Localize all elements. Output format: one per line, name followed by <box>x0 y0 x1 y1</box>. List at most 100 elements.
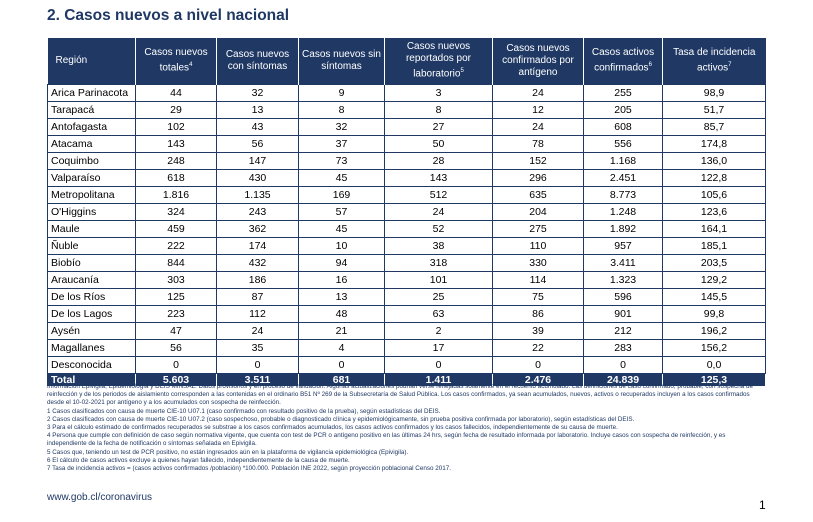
cell: 56 <box>135 339 217 357</box>
total-cell: 125,3 <box>662 373 766 387</box>
cell: 57 <box>298 203 385 221</box>
cell: 102 <box>135 118 217 136</box>
total-cell: 3.511 <box>216 373 299 387</box>
cell: 459 <box>135 220 217 238</box>
cell: 186 <box>216 271 299 289</box>
column-header: Casos nuevos confirmados por antígeno <box>492 38 584 85</box>
table-row: Araucanía 303 186 16 101 114 1.323 129,2 <box>47 271 766 289</box>
cases-table: Región Casos nuevos totales4 Casos nuevos … <box>47 38 766 387</box>
cell: 110 <box>492 237 584 255</box>
cell: 203,5 <box>662 254 766 272</box>
cell: 125 <box>135 288 217 306</box>
cell: 3.411 <box>583 254 663 272</box>
cell: 35 <box>216 339 299 357</box>
table-row: Coquimbo 248 147 73 28 152 1.168 136,0 <box>47 152 766 170</box>
table-row: De los Lagos 223 112 48 63 86 901 99,8 <box>47 305 766 323</box>
cell: 123,6 <box>662 203 766 221</box>
cell: 196,2 <box>662 322 766 340</box>
cell: 174 <box>216 237 299 255</box>
region-cell: Antofagasta <box>47 118 136 136</box>
cell: 28 <box>384 152 493 170</box>
table-row: Biobío 844 432 94 318 330 3.411 203,5 <box>47 254 766 272</box>
cell: 10 <box>298 237 385 255</box>
table-row: Metropolitana 1.816 1.135 169 512 635 8.773 105… <box>47 186 766 204</box>
region-cell: De los Ríos <box>47 288 136 306</box>
column-header: Región <box>47 38 136 85</box>
cell: 3 <box>384 84 493 102</box>
cell: 94 <box>298 254 385 272</box>
cell: 296 <box>492 169 584 187</box>
cell: 0 <box>216 356 299 374</box>
cell: 432 <box>216 254 299 272</box>
cell: 1.248 <box>583 203 663 221</box>
cell: 44 <box>135 84 217 102</box>
cell: 45 <box>298 169 385 187</box>
cell: 32 <box>216 84 299 102</box>
column-header: Casos activos confirmados6 <box>583 38 663 85</box>
cell: 129,2 <box>662 271 766 289</box>
cell: 1.323 <box>583 271 663 289</box>
cell: 2 <box>384 322 493 340</box>
cell: 275 <box>492 220 584 238</box>
cell: 21 <box>298 322 385 340</box>
footnote: 4 Persona que cumple con definición de c… <box>47 432 726 448</box>
cell: 283 <box>583 339 663 357</box>
cell: 8.773 <box>583 186 663 204</box>
cell: 122,8 <box>662 169 766 187</box>
region-cell: Ñuble <box>47 237 136 255</box>
cell: 596 <box>583 288 663 306</box>
footnotes: Información Epivigila, Epidemiología y D… <box>47 383 765 473</box>
cell: 556 <box>583 135 663 153</box>
cell: 51,7 <box>662 101 766 119</box>
footnote-ref: 4 <box>189 62 193 69</box>
cell: 13 <box>216 101 299 119</box>
region-cell: Araucanía <box>47 271 136 289</box>
cell: 101 <box>384 271 493 289</box>
total-cell: 24.839 <box>583 373 663 387</box>
table-row: Maule 459 362 45 52 275 1.892 164,1 <box>47 220 766 238</box>
cell: 0 <box>384 356 493 374</box>
header-text: Casos nuevos totales <box>144 47 208 74</box>
table-row: Aysén 47 24 21 2 39 212 196,2 <box>47 322 766 340</box>
cell: 2.451 <box>583 169 663 187</box>
cell: 1.168 <box>583 152 663 170</box>
column-header: Casos nuevos con síntomas <box>216 38 299 85</box>
region-cell: Biobío <box>47 254 136 272</box>
table-row: Antofagasta 102 43 32 27 24 608 85,7 <box>47 118 766 136</box>
cell: 16 <box>298 271 385 289</box>
cell: 98,9 <box>662 84 766 102</box>
cell: 29 <box>135 101 217 119</box>
cell: 136,0 <box>662 152 766 170</box>
cell: 174,8 <box>662 135 766 153</box>
footnote-ref: 6 <box>648 62 652 69</box>
cell: 618 <box>135 169 217 187</box>
cell: 1.892 <box>583 220 663 238</box>
cell: 901 <box>583 305 663 323</box>
cell: 362 <box>216 220 299 238</box>
cell: 25 <box>384 288 493 306</box>
region-cell: Aysén <box>47 322 136 340</box>
region-cell: Valparaíso <box>47 169 136 187</box>
cell: 86 <box>492 305 584 323</box>
cell: 185,1 <box>662 237 766 255</box>
column-header: Casos nuevos sin síntomas <box>298 38 385 85</box>
table-row: Valparaíso 618 430 45 143 296 2.451 122,8 <box>47 169 766 187</box>
cell: 114 <box>492 271 584 289</box>
header-text: Casos nuevos con síntomas <box>225 49 290 72</box>
cell: 205 <box>583 101 663 119</box>
cell: 4 <box>298 339 385 357</box>
region-cell: Coquimbo <box>47 152 136 170</box>
footnote-ref: 5 <box>460 68 464 75</box>
cell: 48 <box>298 305 385 323</box>
column-header: Tasa de incidencia activos7 <box>662 38 766 85</box>
cell: 1.816 <box>135 186 217 204</box>
cell: 243 <box>216 203 299 221</box>
footnote: 7 Tasa de incidencia activos = (casos ac… <box>47 465 452 473</box>
region-cell: Desconocida <box>47 356 136 374</box>
cell: 324 <box>135 203 217 221</box>
cell: 27 <box>384 118 493 136</box>
cell: 0,0 <box>662 356 766 374</box>
cell: 85,7 <box>662 118 766 136</box>
cell: 0 <box>492 356 584 374</box>
